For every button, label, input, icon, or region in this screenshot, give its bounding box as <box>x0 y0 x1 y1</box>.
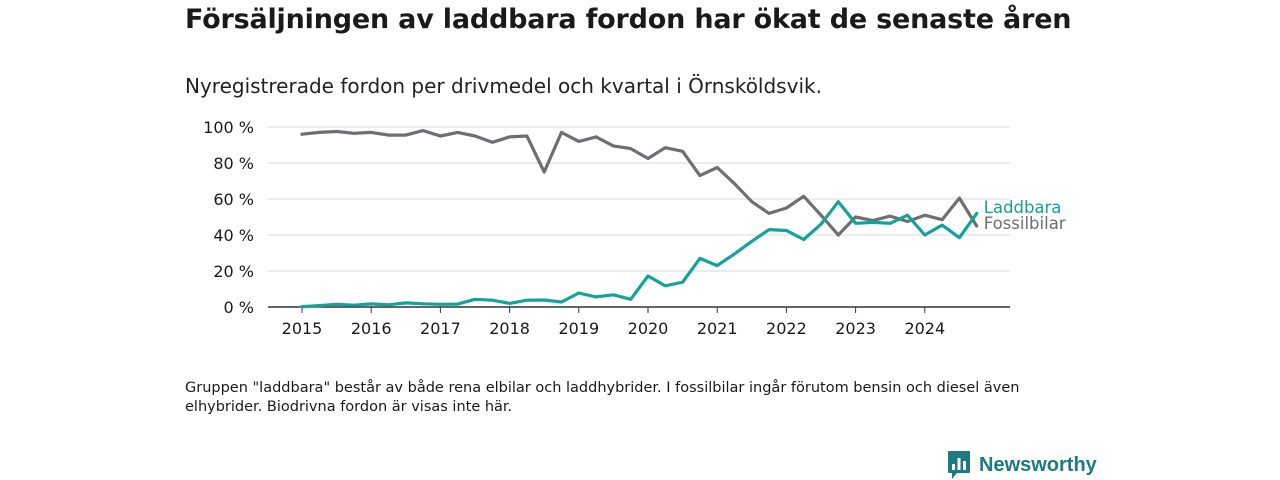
chart-title: Försäljningen av laddbara fordon har öka… <box>185 4 1072 35</box>
series-line-fossilbilar <box>300 129 979 237</box>
footnote: Gruppen "laddbara" består av både rena e… <box>185 380 1020 415</box>
y-tick-label: 100 % <box>203 118 254 137</box>
x-tick-label: 2019 <box>558 319 599 338</box>
x-tick-label: 2020 <box>628 319 669 338</box>
y-tick-label: 40 % <box>213 226 254 245</box>
x-tick-label: 2015 <box>282 319 323 338</box>
series-lines <box>300 129 979 309</box>
x-tick-label: 2017 <box>420 319 461 338</box>
y-axis-tick-labels: 0 % 20 % 40 % 60 % 80 % 100 % <box>203 118 254 317</box>
x-tick-label: 2021 <box>697 319 738 338</box>
y-tick-label: 80 % <box>213 154 254 173</box>
chart-subtitle: Nyregistrerade fordon per drivmedel och … <box>185 74 822 98</box>
x-tick-label: 2023 <box>835 319 876 338</box>
x-tick-label: 2022 <box>766 319 807 338</box>
x-tick-label: 2016 <box>351 319 392 338</box>
x-tick-label: 2024 <box>904 319 945 338</box>
gridlines <box>268 126 1010 272</box>
x-tick-label: 2018 <box>489 319 530 338</box>
series-label-fossilbilar: Fossilbilar <box>984 214 1066 233</box>
series-line-laddbara <box>300 200 979 309</box>
brand-name: Newsworthy <box>979 453 1097 476</box>
y-tick-label: 20 % <box>213 262 254 281</box>
y-tick-label: 0 % <box>224 298 254 317</box>
y-tick-label: 60 % <box>213 190 254 209</box>
newsworthy-logo-icon <box>948 451 970 479</box>
brand-logo[interactable]: Newsworthy <box>947 450 1097 480</box>
line-chart: 0 %20 %40 %60 %80 %100 % 2015 2016 2017 201… <box>203 118 1066 338</box>
series-label-laddbara: Laddbara <box>984 198 1062 217</box>
x-axis: 2015 2016 2017 2018 2019 2020 2021 2022 2023 2024 <box>268 306 1010 338</box>
